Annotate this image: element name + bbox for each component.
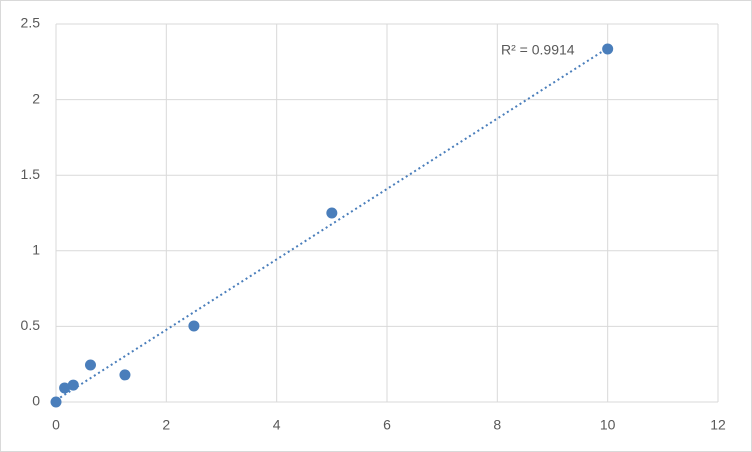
point bbox=[188, 320, 200, 332]
x-tick-label: 6 bbox=[383, 417, 391, 433]
y-tick-label: 1 bbox=[32, 242, 40, 258]
y-tick-label: 2 bbox=[32, 90, 40, 106]
y-tick-label: 0 bbox=[32, 393, 40, 409]
x-tick-label: 12 bbox=[710, 417, 726, 433]
point bbox=[67, 379, 79, 391]
point bbox=[84, 359, 96, 371]
x-tick-label: 10 bbox=[600, 417, 616, 433]
point bbox=[326, 207, 338, 219]
y-tick-label: 1.5 bbox=[21, 166, 41, 182]
x-tick-label: 2 bbox=[162, 417, 170, 433]
point bbox=[59, 382, 71, 394]
x-tick-label: 4 bbox=[273, 417, 281, 433]
point bbox=[119, 369, 131, 381]
x-tick-label: 8 bbox=[493, 417, 501, 433]
y-tick-label: 2.5 bbox=[21, 15, 41, 31]
y-tick-label: 0.5 bbox=[21, 317, 41, 333]
point bbox=[602, 43, 614, 55]
x-tick-label: 0 bbox=[52, 417, 60, 433]
annotation: R² = 0.9914 bbox=[501, 42, 575, 58]
trendline bbox=[55, 47, 609, 402]
point bbox=[50, 396, 62, 408]
